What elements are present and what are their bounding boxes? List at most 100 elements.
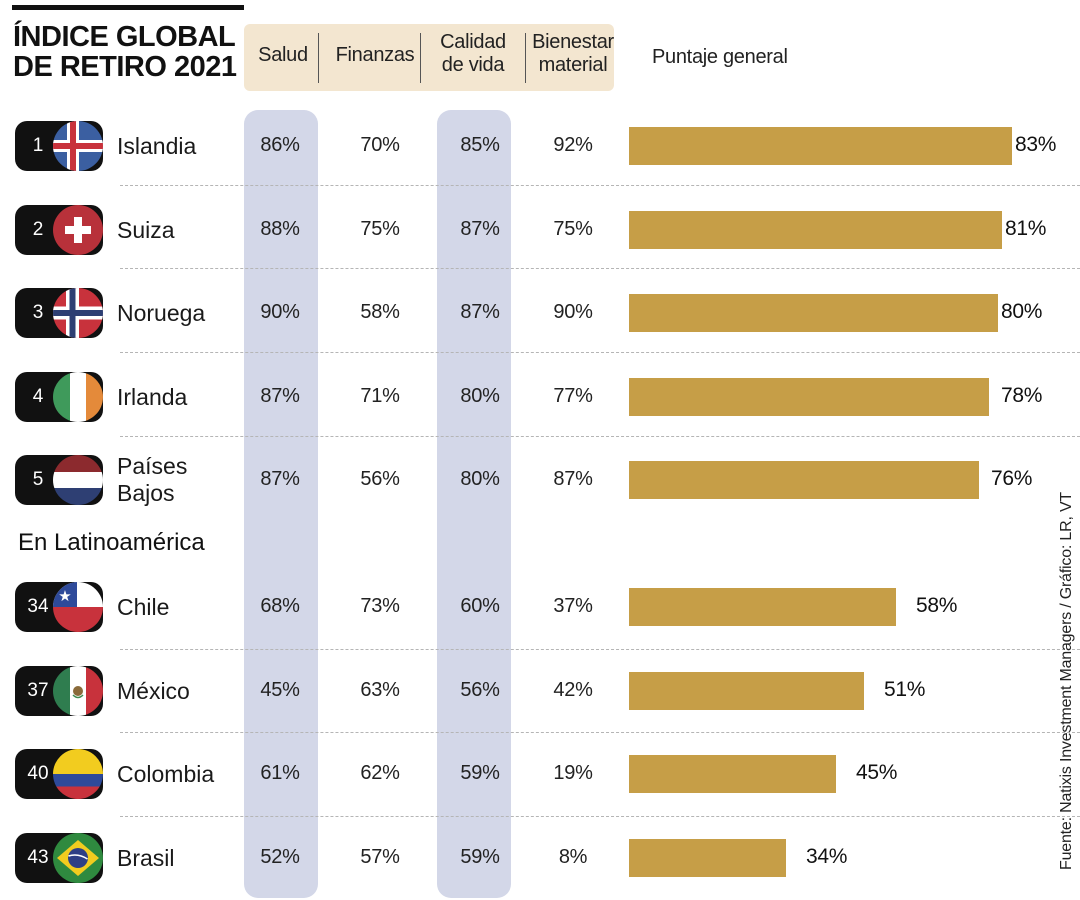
header-bienestar-line-1: Bienestar bbox=[532, 31, 614, 53]
title-line-1: ÍNDICE GLOBAL bbox=[13, 21, 236, 53]
salud-value: 52% bbox=[260, 846, 300, 868]
column-header-box bbox=[244, 24, 614, 91]
score-label: 83% bbox=[1015, 133, 1057, 156]
rank-number: 37 bbox=[27, 680, 49, 701]
bienestar-value: 90% bbox=[553, 301, 593, 323]
bienestar-value: 77% bbox=[553, 385, 593, 407]
rank-number: 34 bbox=[27, 596, 49, 617]
finanzas-value: 62% bbox=[360, 762, 400, 784]
bienestar-value: 42% bbox=[553, 679, 593, 701]
bienestar-value: 19% bbox=[553, 762, 593, 784]
chile-flag-icon: ★ bbox=[53, 582, 103, 632]
country-name: Brasil bbox=[117, 845, 175, 872]
salud-value: 87% bbox=[260, 468, 300, 490]
score-bar bbox=[629, 755, 836, 793]
score-bar bbox=[629, 378, 989, 416]
header-calidad-line-1: Calidad bbox=[440, 31, 506, 53]
rank-badge: 37 bbox=[15, 666, 103, 716]
row-divider bbox=[120, 268, 1080, 269]
bienestar-value: 92% bbox=[553, 134, 593, 156]
country-name-line: Brasil bbox=[117, 844, 175, 871]
header-divider bbox=[318, 33, 319, 83]
score-bar bbox=[629, 588, 896, 626]
country-name: México bbox=[117, 678, 190, 705]
salud-column-band bbox=[244, 110, 318, 898]
bienestar-value: 87% bbox=[553, 468, 593, 490]
finanzas-value: 56% bbox=[360, 468, 400, 490]
calidad-value: 87% bbox=[460, 301, 500, 323]
finanzas-value: 70% bbox=[360, 134, 400, 156]
country-name: Chile bbox=[117, 594, 169, 621]
svg-text:★: ★ bbox=[58, 587, 71, 605]
score-bar bbox=[629, 211, 1002, 249]
finanzas-value: 57% bbox=[360, 846, 400, 868]
rank-number: 43 bbox=[27, 847, 49, 868]
score-bar bbox=[629, 672, 864, 710]
chart-title: ÍNDICE GLOBAL DE RETIRO 2021 bbox=[13, 22, 243, 82]
row-divider bbox=[120, 436, 1080, 437]
header-calidad-de-vida: Calidad de vida bbox=[427, 31, 519, 77]
country-name: Países Bajos bbox=[117, 453, 187, 507]
netherlands-flag-icon bbox=[53, 455, 103, 505]
score-label: 58% bbox=[916, 594, 958, 617]
country-name: Irlanda bbox=[117, 384, 187, 411]
top-rule bbox=[12, 5, 244, 10]
score-label: 76% bbox=[991, 467, 1033, 490]
score-bar bbox=[629, 461, 979, 499]
country-name-line: Chile bbox=[117, 593, 170, 620]
rank-number: 5 bbox=[32, 469, 44, 490]
calidad-column-band bbox=[437, 110, 511, 898]
finanzas-value: 75% bbox=[360, 218, 400, 240]
finanzas-value: 63% bbox=[360, 679, 400, 701]
rank-number: 2 bbox=[32, 219, 44, 240]
country-name-line: Suiza bbox=[117, 216, 175, 243]
score-label: 51% bbox=[884, 678, 926, 701]
iceland-flag-icon bbox=[53, 121, 103, 171]
score-bar bbox=[629, 839, 786, 877]
row-divider bbox=[120, 185, 1080, 186]
score-label: 81% bbox=[1005, 217, 1047, 240]
header-calidad-line-2: de vida bbox=[441, 54, 505, 76]
title-line-2: DE RETIRO 2021 bbox=[13, 51, 237, 83]
rank-badge: 4 bbox=[15, 372, 103, 422]
country-name: Suiza bbox=[117, 217, 175, 244]
rank-badge: 2 bbox=[15, 205, 103, 255]
header-bienestar-line-2: material bbox=[538, 54, 608, 76]
bienestar-value: 75% bbox=[553, 218, 593, 240]
rank-badge: 5 bbox=[15, 455, 103, 505]
rank-badge: 3 bbox=[15, 288, 103, 338]
country-name-line: México bbox=[117, 677, 190, 704]
country-name: Colombia bbox=[117, 761, 214, 788]
row-divider bbox=[120, 649, 1080, 650]
calidad-value: 87% bbox=[460, 218, 500, 240]
score-label: 78% bbox=[1001, 384, 1043, 407]
score-bar bbox=[629, 294, 998, 332]
rank-number: 3 bbox=[32, 302, 44, 323]
salud-value: 61% bbox=[260, 762, 300, 784]
calidad-value: 80% bbox=[460, 468, 500, 490]
finanzas-value: 71% bbox=[360, 385, 400, 407]
salud-value: 88% bbox=[260, 218, 300, 240]
score-label: 80% bbox=[1001, 300, 1043, 323]
country-name-line: Bajos bbox=[117, 480, 175, 506]
rank-badge: 1 bbox=[15, 121, 103, 171]
header-divider bbox=[420, 33, 421, 83]
country-name-line: Irlanda bbox=[117, 383, 188, 410]
rank-badge: 40 bbox=[15, 749, 103, 799]
row-divider bbox=[120, 816, 1080, 817]
score-bar bbox=[629, 127, 1012, 165]
row-divider bbox=[120, 352, 1080, 353]
salud-value: 90% bbox=[260, 301, 300, 323]
mexico-flag-icon bbox=[53, 666, 103, 716]
score-label: 34% bbox=[806, 845, 848, 868]
source-note: Fuente: Natixis Investment Managers / Gr… bbox=[1058, 492, 1075, 870]
bienestar-value: 37% bbox=[553, 595, 593, 617]
bienestar-value: 8% bbox=[558, 846, 588, 868]
header-puntaje-general: Puntaje general bbox=[652, 46, 788, 68]
rank-number: 1 bbox=[32, 135, 44, 156]
latam-section-label: En Latinoamérica bbox=[18, 529, 205, 556]
brazil-flag-icon bbox=[53, 833, 103, 883]
calidad-value: 80% bbox=[460, 385, 500, 407]
salud-value: 86% bbox=[260, 134, 300, 156]
calidad-value: 85% bbox=[460, 134, 500, 156]
